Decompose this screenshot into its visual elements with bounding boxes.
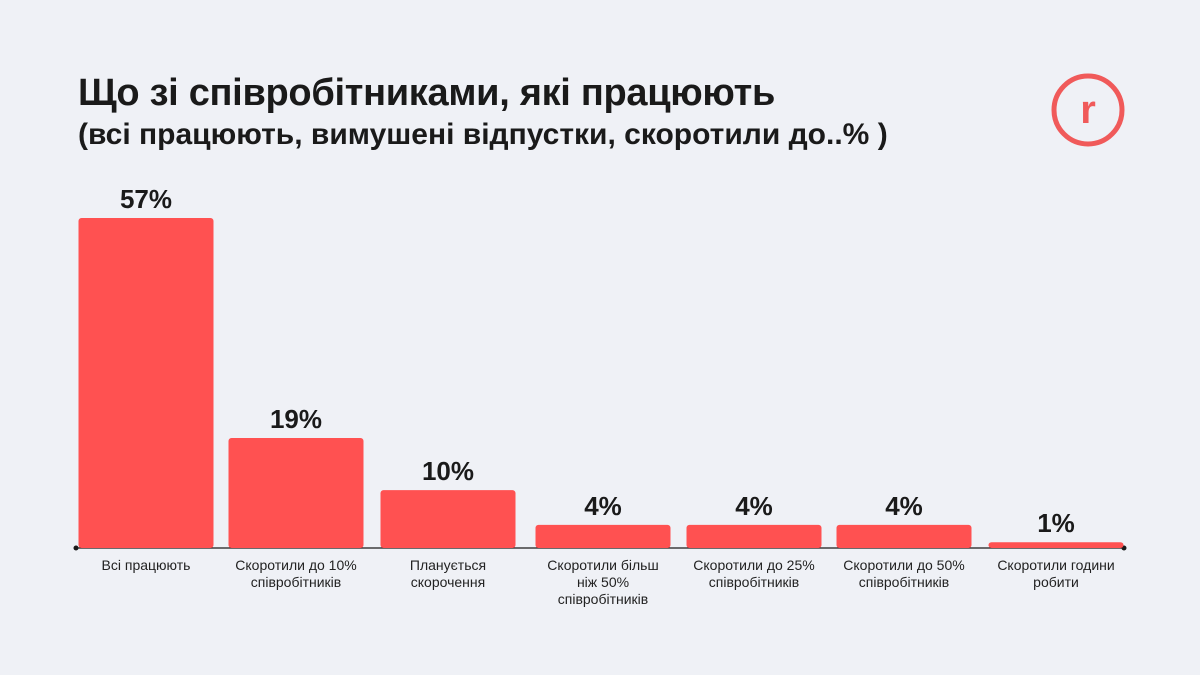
bar-1 — [228, 438, 364, 548]
value-label-5: 4% — [885, 491, 923, 521]
bar-6 — [988, 542, 1124, 548]
value-label-2: 10% — [422, 456, 474, 486]
category-label-0: Всі працюють — [102, 557, 191, 573]
value-label-0: 57% — [120, 184, 172, 214]
value-label-3: 4% — [584, 491, 622, 521]
value-label-4: 4% — [735, 491, 773, 521]
axis-start-dot — [73, 545, 79, 551]
category-label-4: Скоротили до 25% співробітників — [693, 557, 814, 590]
brand-logo-letter: r — [1080, 88, 1096, 132]
bar-3 — [535, 524, 671, 548]
category-label-2: Планується скорочення — [410, 557, 486, 590]
category-label-3: Скоротили більш ніж 50% співробітників — [547, 557, 658, 607]
brand-logo-icon: r — [1051, 73, 1125, 147]
bar-2 — [380, 490, 516, 548]
bar-0 — [78, 218, 214, 548]
category-label-5: Скоротили до 50% співробітників — [843, 557, 964, 590]
value-label-1: 19% — [270, 404, 322, 434]
chart-subtitle: (всі працюють, вимушені відпустки, скоро… — [78, 118, 888, 151]
category-label-1: Скоротили до 10% співробітників — [235, 557, 356, 590]
bar-5 — [836, 524, 972, 548]
bar-4 — [686, 524, 822, 548]
value-label-6: 1% — [1037, 508, 1075, 538]
chart-title: Що зі співробітниками, які працюють — [78, 72, 776, 114]
category-label-6: Скоротили години робити — [997, 557, 1114, 590]
